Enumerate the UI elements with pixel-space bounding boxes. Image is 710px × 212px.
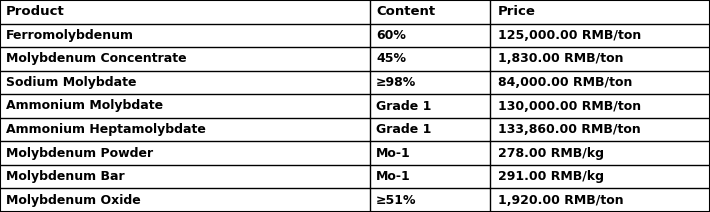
Bar [490, 94, 710, 118]
Text: 278.00 RMB/kg: 278.00 RMB/kg [498, 147, 604, 160]
Text: ≥98%: ≥98% [376, 76, 416, 89]
Bar [0, 141, 370, 165]
Text: 130,000.00 RMB/ton: 130,000.00 RMB/ton [498, 99, 641, 113]
Bar [0, 165, 370, 188]
Bar [0, 47, 370, 71]
Text: Price: Price [498, 5, 536, 18]
Bar [490, 118, 710, 141]
Bar [370, 141, 490, 165]
Bar [370, 24, 490, 47]
Text: 133,860.00 RMB/ton: 133,860.00 RMB/ton [498, 123, 640, 136]
Text: Sodium Molybdate: Sodium Molybdate [6, 76, 136, 89]
Text: 1,920.00 RMB/ton: 1,920.00 RMB/ton [498, 194, 623, 207]
Bar [490, 47, 710, 71]
Text: 1,830.00 RMB/ton: 1,830.00 RMB/ton [498, 52, 623, 65]
Bar [490, 165, 710, 188]
Bar [0, 0, 370, 24]
Bar [0, 94, 370, 118]
Bar [370, 47, 490, 71]
Text: ≥51%: ≥51% [376, 194, 417, 207]
Bar [370, 188, 490, 212]
Bar [370, 94, 490, 118]
Text: Content: Content [376, 5, 435, 18]
Text: Molybdenum Bar: Molybdenum Bar [6, 170, 125, 183]
Bar [490, 141, 710, 165]
Text: Molybdenum Powder: Molybdenum Powder [6, 147, 153, 160]
Text: Grade 1: Grade 1 [376, 99, 432, 113]
Text: Molybdenum Oxide: Molybdenum Oxide [6, 194, 141, 207]
Bar [0, 188, 370, 212]
Text: 60%: 60% [376, 29, 406, 42]
Text: Ammonium Heptamolybdate: Ammonium Heptamolybdate [6, 123, 206, 136]
Text: 84,000.00 RMB/ton: 84,000.00 RMB/ton [498, 76, 633, 89]
Text: Grade 1: Grade 1 [376, 123, 432, 136]
Bar [0, 71, 370, 94]
Bar [0, 24, 370, 47]
Bar [490, 0, 710, 24]
Text: 125,000.00 RMB/ton: 125,000.00 RMB/ton [498, 29, 641, 42]
Text: Ammonium Molybdate: Ammonium Molybdate [6, 99, 163, 113]
Text: Product: Product [6, 5, 65, 18]
Bar [490, 188, 710, 212]
Bar [370, 0, 490, 24]
Bar [490, 71, 710, 94]
Bar [370, 165, 490, 188]
Text: 291.00 RMB/kg: 291.00 RMB/kg [498, 170, 604, 183]
Text: Ferromolybdenum: Ferromolybdenum [6, 29, 134, 42]
Text: Mo-1: Mo-1 [376, 147, 411, 160]
Bar [370, 71, 490, 94]
Bar [490, 24, 710, 47]
Text: Molybdenum Concentrate: Molybdenum Concentrate [6, 52, 187, 65]
Text: Mo-1: Mo-1 [376, 170, 411, 183]
Bar [0, 118, 370, 141]
Text: 45%: 45% [376, 52, 406, 65]
Bar [370, 118, 490, 141]
